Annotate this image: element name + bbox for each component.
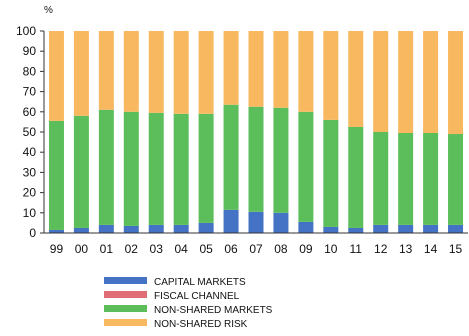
bar-segment-non-shared-markets-09 — [298, 111, 314, 222]
bar-segment-capital-markets-03 — [148, 224, 164, 233]
bar-segment-non-shared-risk-15 — [448, 31, 464, 135]
x-tick-label: 09 — [299, 242, 313, 256]
x-tick-label: 02 — [125, 242, 139, 256]
bar-segment-non-shared-markets-99 — [48, 120, 64, 230]
bar-segment-capital-markets-05 — [198, 222, 214, 233]
y-tick-label: 80 — [23, 64, 37, 78]
bar-segment-non-shared-risk-00 — [73, 31, 89, 116]
bar-segment-capital-markets-11 — [348, 227, 364, 233]
y-axis: 0 10 20 30 40 50 60 70 80 90 100 — [16, 24, 45, 240]
bar-segment-non-shared-markets-14 — [423, 133, 439, 225]
x-tick-label: 05 — [199, 242, 213, 256]
x-tick-label: 03 — [150, 242, 164, 256]
bar-segment-non-shared-risk-99 — [48, 31, 64, 121]
x-tick-label: 10 — [324, 242, 338, 256]
bar-segment-non-shared-markets-05 — [198, 113, 214, 223]
bar-segment-non-shared-risk-03 — [148, 31, 164, 113]
y-tick-label: 40 — [23, 145, 37, 159]
y-tick-label: 50 — [23, 125, 37, 139]
y-tick-label: 20 — [23, 186, 37, 200]
bar-segment-capital-markets-02 — [123, 225, 139, 233]
bar-segment-capital-markets-15 — [448, 224, 464, 233]
y-tick-label: 90 — [23, 44, 37, 58]
x-tick-label: 12 — [374, 242, 388, 256]
legend-swatch — [104, 291, 147, 298]
legend-swatch — [104, 277, 147, 284]
y-tick-label: 70 — [23, 85, 37, 99]
bar-segment-non-shared-markets-13 — [398, 133, 414, 225]
x-tick-label: 07 — [249, 242, 263, 256]
x-tick-label: 13 — [399, 242, 413, 256]
bar-segment-non-shared-risk-12 — [373, 31, 389, 132]
bar-segment-capital-markets-14 — [423, 224, 439, 233]
x-tick-label: 99 — [50, 242, 64, 256]
y-tick-label: 100 — [16, 24, 36, 38]
bar-segment-non-shared-markets-02 — [123, 111, 139, 226]
bar-segment-non-shared-risk-09 — [298, 31, 314, 112]
y-tick-label: 10 — [23, 206, 37, 220]
bar-segment-non-shared-markets-11 — [348, 126, 364, 228]
bar-segment-non-shared-risk-14 — [423, 31, 439, 134]
bar-segment-non-shared-markets-12 — [373, 132, 389, 225]
bar-segment-non-shared-risk-06 — [223, 31, 239, 105]
bar-segment-non-shared-risk-01 — [98, 31, 114, 110]
bar-segment-non-shared-risk-11 — [348, 31, 364, 127]
y-tick-label: 0 — [29, 226, 36, 240]
x-tick-label: 00 — [75, 242, 89, 256]
bar-segment-capital-markets-00 — [73, 227, 89, 233]
bar-segment-non-shared-risk-02 — [123, 31, 139, 112]
bar-segment-non-shared-risk-07 — [248, 31, 264, 107]
bar-segment-non-shared-markets-01 — [98, 109, 114, 225]
legend-swatch — [104, 305, 147, 312]
bar-segment-non-shared-risk-05 — [198, 31, 214, 114]
bar-segment-capital-markets-12 — [373, 224, 389, 233]
bar-segment-non-shared-markets-03 — [148, 112, 164, 225]
bar-segment-non-shared-risk-13 — [398, 31, 414, 134]
bar-segment-non-shared-markets-06 — [223, 104, 239, 210]
bar-segment-capital-markets-07 — [248, 211, 264, 233]
bar-segment-capital-markets-06 — [223, 209, 239, 233]
x-tick-label: 01 — [100, 242, 114, 256]
x-tick-label: 15 — [449, 242, 463, 256]
bar-segment-non-shared-risk-10 — [323, 31, 339, 120]
bar-segment-capital-markets-01 — [98, 224, 114, 233]
x-tick-label: 08 — [274, 242, 288, 256]
bar-segment-capital-markets-08 — [273, 212, 289, 233]
legend-label: NON-SHARED MARKETS — [154, 305, 273, 316]
y-tick-label: 30 — [23, 165, 37, 179]
bar-segment-capital-markets-04 — [173, 224, 189, 233]
bar-segment-non-shared-markets-04 — [173, 113, 189, 225]
x-tick-label: 14 — [424, 242, 438, 256]
legend-swatch — [104, 319, 147, 326]
x-tick-label: 11 — [350, 242, 363, 256]
legend: CAPITAL MARKETS FISCAL CHANNEL NON-SHARED … — [104, 277, 273, 330]
bar-segment-non-shared-risk-04 — [173, 31, 189, 114]
bar-segment-non-shared-markets-00 — [73, 115, 89, 228]
y-unit-label: % — [44, 5, 53, 16]
legend-label: CAPITAL MARKETS — [154, 277, 246, 288]
legend-label: FISCAL CHANNEL — [154, 291, 240, 302]
bar-segment-non-shared-markets-10 — [323, 119, 339, 227]
bars — [48, 31, 464, 233]
bar-segment-capital-markets-09 — [298, 221, 314, 233]
bar-segment-capital-markets-99 — [48, 229, 64, 233]
y-tick-label: 60 — [23, 105, 37, 119]
x-tick-label: 06 — [224, 242, 238, 256]
bar-segment-non-shared-markets-07 — [248, 106, 264, 212]
x-tick-label: 04 — [175, 242, 189, 256]
bar-segment-capital-markets-10 — [323, 226, 339, 233]
bar-segment-non-shared-risk-08 — [273, 31, 289, 108]
bar-segment-non-shared-markets-08 — [273, 107, 289, 213]
bar-segment-capital-markets-13 — [398, 224, 414, 233]
x-axis: 99 00 01 02 03 04 05 06 07 08 09 10 11 12 13 14 15 — [44, 232, 468, 256]
bar-segment-non-shared-markets-15 — [448, 134, 464, 225]
legend-label: NON-SHARED RISK — [154, 319, 248, 330]
